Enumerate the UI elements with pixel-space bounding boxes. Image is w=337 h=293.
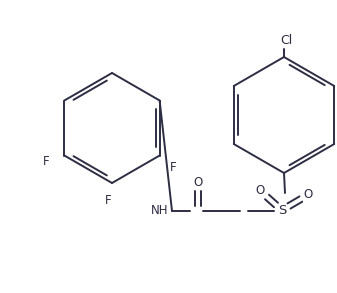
Text: S: S — [278, 205, 286, 217]
Text: F: F — [170, 161, 177, 174]
Text: O: O — [255, 185, 265, 197]
Text: O: O — [193, 176, 203, 190]
Text: F: F — [105, 195, 111, 207]
Text: O: O — [303, 188, 313, 202]
Text: Cl: Cl — [280, 35, 292, 47]
Text: NH: NH — [151, 205, 169, 217]
Text: F: F — [43, 155, 50, 168]
